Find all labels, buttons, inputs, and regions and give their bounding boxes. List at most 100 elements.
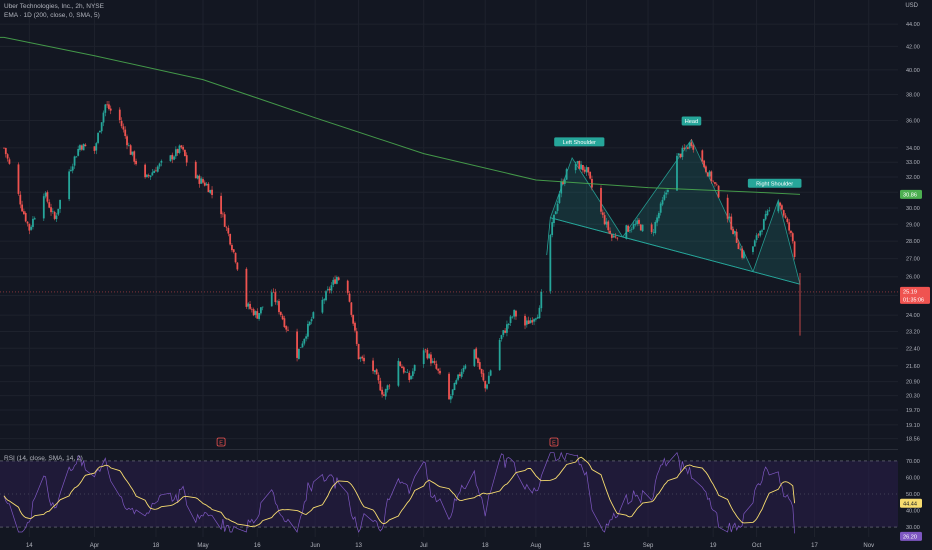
- candle-down: [28, 223, 31, 231]
- candle-up: [410, 375, 412, 380]
- candle-up: [153, 170, 156, 173]
- time-tick-label: 19: [710, 543, 717, 549]
- candle-down: [285, 326, 288, 330]
- candle-down: [607, 221, 610, 231]
- candle-up: [259, 307, 262, 314]
- head-label-box: [681, 116, 702, 126]
- candle-up: [764, 214, 767, 220]
- candle-up: [95, 143, 98, 151]
- candle-down: [399, 361, 402, 367]
- candle-up: [585, 167, 588, 173]
- candle-down: [17, 164, 20, 194]
- candle-up: [663, 194, 666, 200]
- candle-down: [256, 311, 259, 319]
- time-tick-label: Apr: [90, 543, 99, 549]
- candle-down: [80, 145, 83, 150]
- candle-up: [330, 285, 333, 291]
- candle-down: [220, 195, 222, 215]
- candle-up: [654, 222, 657, 234]
- symbol-title[interactable]: Uber Technologies, Inc., 2h, NYSE: [4, 3, 104, 10]
- candle-down: [482, 373, 485, 381]
- candle-down: [19, 194, 22, 205]
- candle-up: [462, 368, 465, 372]
- candle-up: [160, 160, 163, 163]
- time-axis[interactable]: 14 Apr 18 May 16 Jun 13 Jul 18 Aug 15 Sep 19 Oct 17 Nov: [0, 538, 932, 550]
- candle-down: [249, 304, 251, 309]
- candle-up: [335, 276, 338, 284]
- candle-up: [733, 231, 736, 234]
- candle-up: [308, 321, 311, 325]
- candle-up: [98, 130, 101, 133]
- candle-up: [457, 374, 459, 380]
- candle-down: [683, 147, 686, 149]
- candle-up: [560, 181, 563, 194]
- rsi-indicator-legend[interactable]: RSI (14, close, SMA, 14, 2): [4, 455, 83, 462]
- candle-down: [50, 207, 52, 213]
- candle-down: [650, 224, 653, 233]
- rsi-lines: [3, 451, 796, 534]
- price-tick-label: 44.00: [906, 22, 920, 28]
- time-tick-label: Jul: [420, 543, 428, 549]
- candle-up: [487, 375, 490, 384]
- candle-down: [227, 227, 230, 234]
- candle-down: [458, 374, 461, 376]
- candle-up: [685, 147, 687, 149]
- candle-down: [435, 363, 438, 369]
- candle-up: [146, 174, 148, 178]
- rsi-pane: [0, 460, 898, 528]
- time-tick-label: 15: [583, 543, 590, 549]
- head-label: Head: [685, 119, 698, 125]
- candle-down: [4, 147, 7, 155]
- candle-down: [732, 229, 734, 235]
- candle-down: [23, 211, 25, 214]
- candle-up: [209, 190, 212, 193]
- candle-up: [247, 303, 250, 307]
- candle-down: [679, 153, 682, 158]
- candle-down: [337, 277, 340, 281]
- candle-down: [531, 320, 534, 323]
- candle-up: [502, 330, 505, 335]
- price-axis[interactable]: 44.00 42.00 40.00 38.00 36.00 34.00 33.00 32.00…: [898, 0, 932, 550]
- candle-down: [283, 318, 286, 328]
- candle-down: [408, 372, 411, 380]
- price-tick-label: 24.00: [906, 313, 920, 319]
- earnings-marker-box: [216, 437, 226, 447]
- candle-down: [3, 147, 5, 149]
- ema-indicator-legend[interactable]: EMA · 1D (200, close, 0, SMA, 5): [4, 12, 100, 19]
- candle-up: [297, 348, 300, 359]
- time-tick-label: Jun: [310, 543, 320, 549]
- pattern-labels: Left Shoulder Head Right Shoulder: [554, 116, 802, 188]
- price-tick-label: 22.40: [906, 346, 920, 352]
- candle-up: [386, 385, 389, 391]
- candle-up: [688, 142, 691, 149]
- head-shape: [622, 138, 754, 273]
- candle-down: [715, 184, 718, 186]
- candle-up: [659, 203, 662, 213]
- candle-down: [8, 159, 11, 164]
- candle-up: [500, 335, 503, 340]
- candle-up: [42, 196, 45, 219]
- candle-down: [781, 205, 783, 210]
- candle-down: [53, 211, 56, 219]
- candle-down: [252, 309, 255, 316]
- candle-down: [706, 172, 709, 177]
- candle-down: [793, 241, 796, 257]
- candle-down: [354, 322, 356, 331]
- candle-down: [730, 216, 733, 230]
- time-tick-label: 14: [26, 543, 33, 549]
- candle-up: [270, 292, 273, 307]
- candle-down: [788, 222, 791, 231]
- rsi-line: [3, 451, 795, 534]
- candle-down: [735, 231, 738, 243]
- candle-down: [203, 182, 206, 186]
- candle-up: [455, 380, 458, 384]
- candle-up: [97, 133, 99, 143]
- candle-down: [614, 236, 617, 238]
- candle-up: [258, 313, 260, 320]
- candle-up: [276, 301, 279, 303]
- candle-down: [135, 160, 137, 165]
- candle-down: [504, 330, 507, 333]
- candle-up: [149, 175, 152, 178]
- candle-down: [355, 331, 358, 344]
